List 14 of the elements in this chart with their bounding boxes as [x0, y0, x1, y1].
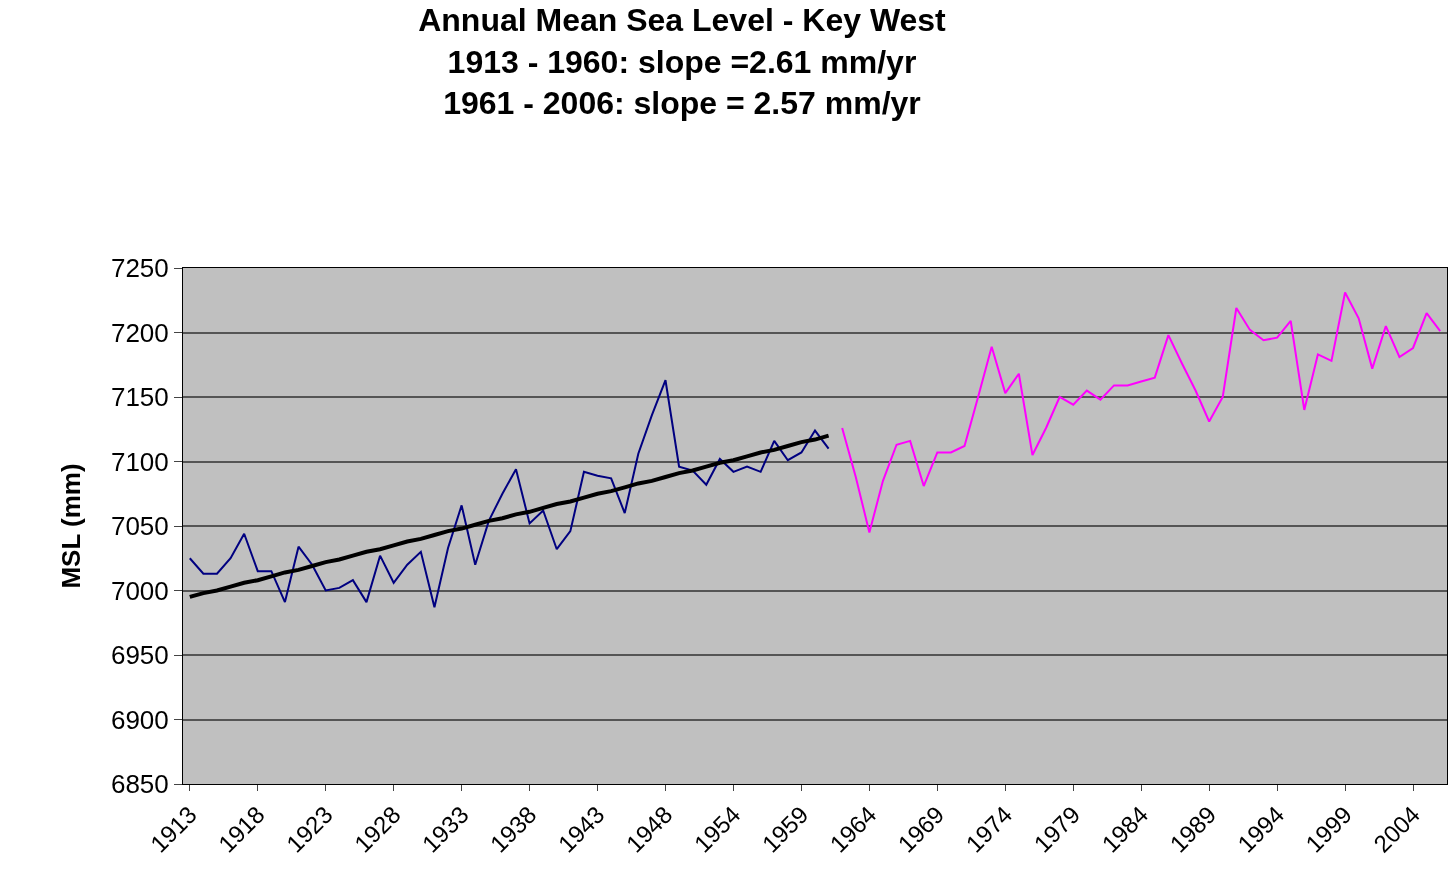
y-tick-label: 6950 [110, 640, 169, 671]
y-tick-label: 6850 [110, 769, 169, 800]
y-tick-label: 7050 [110, 511, 169, 542]
line-series [188, 379, 830, 609]
y-tick-label: 7150 [110, 382, 169, 413]
line-series [187, 433, 831, 599]
line-series [841, 291, 1442, 534]
y-tick-label: 7200 [110, 317, 169, 348]
y-tick-label: 7100 [110, 446, 169, 477]
y-tick-label: 6900 [110, 704, 169, 735]
y-tick-label: 7000 [110, 575, 169, 606]
chart-title: Annual Mean Sea Level - Key West 1913 - 1960: slope =2.61 mm/yr 1961 - 2006: slope = 2.57 mm/yr [418, 2, 947, 122]
y-tick-label: 7250 [110, 253, 169, 284]
y-axis-title: MSL (mm) [56, 463, 87, 589]
